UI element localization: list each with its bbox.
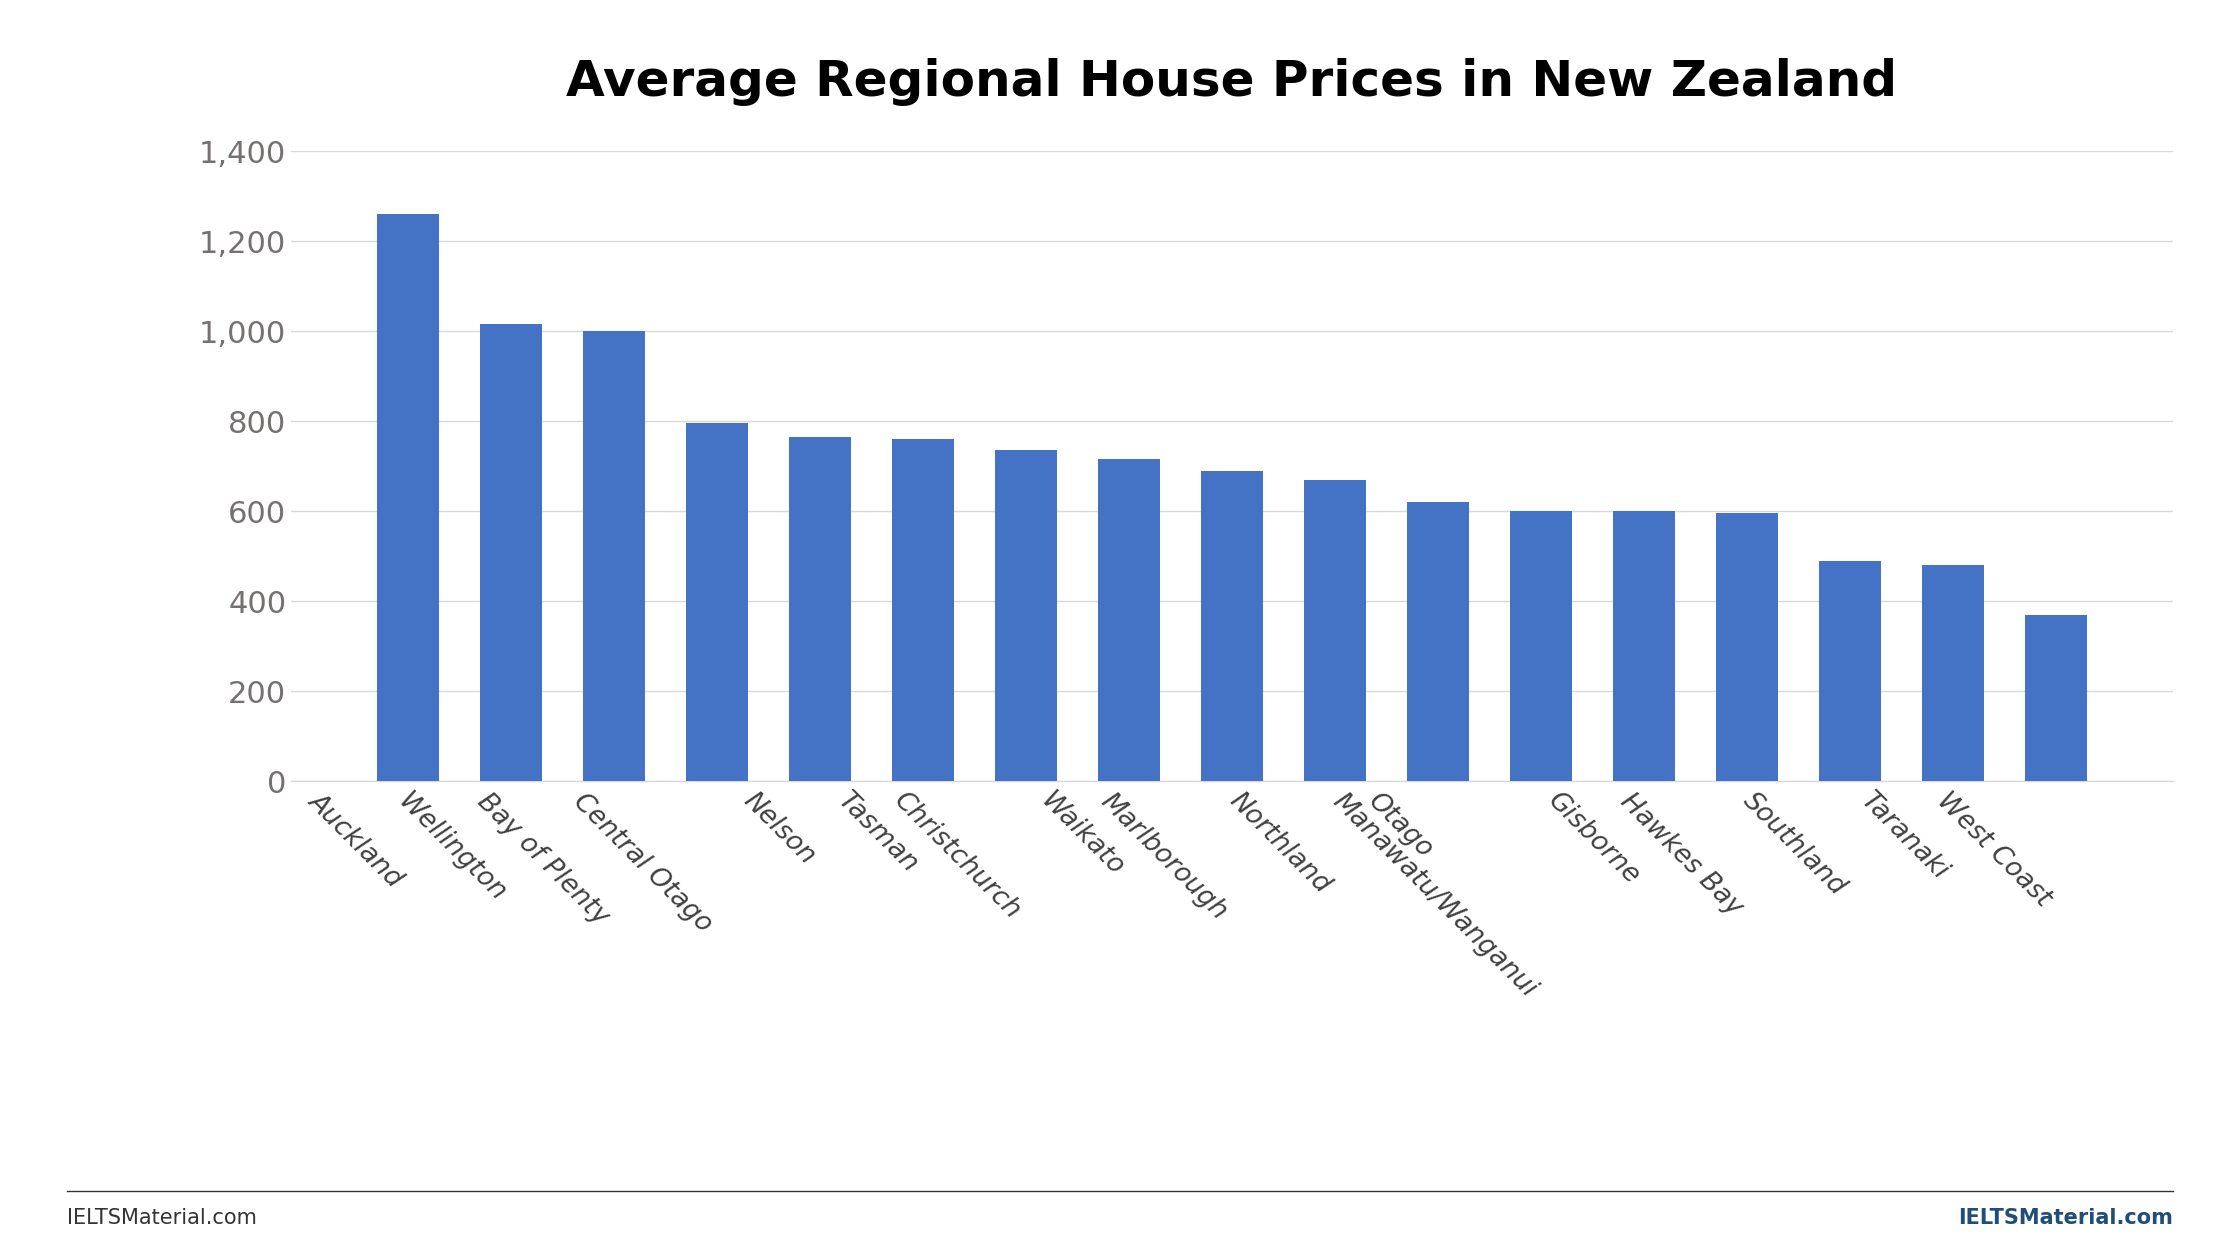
Bar	[685, 423, 748, 781]
Bar	[582, 331, 645, 781]
Title: Average Regional House Prices in New Zealand: Average Regional House Prices in New Zea…	[567, 58, 1897, 106]
Bar	[995, 451, 1057, 781]
Bar	[479, 325, 542, 781]
Bar	[1201, 471, 1263, 781]
Bar	[1098, 460, 1160, 781]
Text: IELTSMaterial.com: IELTSMaterial.com	[67, 1208, 258, 1228]
Bar	[788, 437, 851, 781]
Bar	[1819, 561, 1882, 781]
Text: IELTSMaterial.com: IELTSMaterial.com	[1958, 1208, 2173, 1228]
Bar	[1407, 503, 1469, 781]
Bar	[1510, 512, 1572, 781]
Bar	[2025, 615, 2088, 781]
Bar	[892, 440, 954, 781]
Bar	[1613, 512, 1676, 781]
Bar	[1716, 514, 1779, 781]
Bar	[1922, 566, 1985, 781]
Bar	[1304, 480, 1366, 781]
Bar	[376, 214, 439, 781]
